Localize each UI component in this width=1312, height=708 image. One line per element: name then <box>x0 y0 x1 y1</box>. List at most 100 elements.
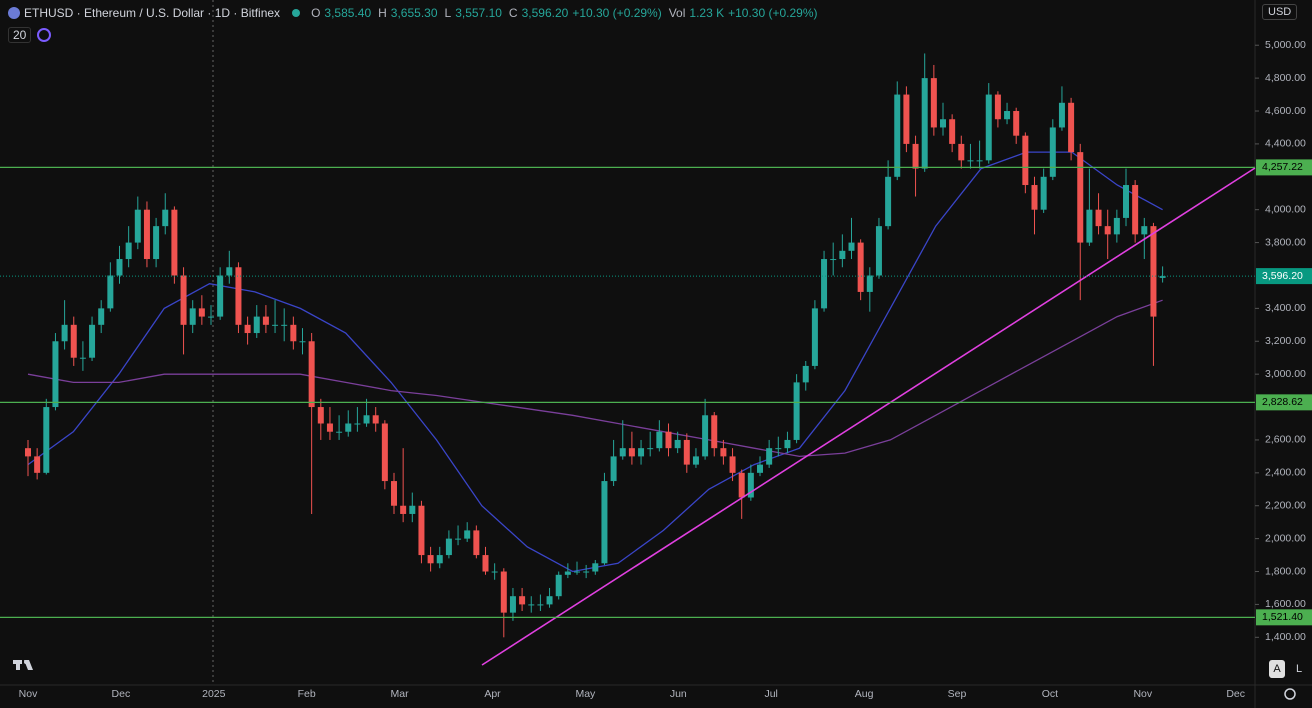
candle-body <box>345 423 352 432</box>
candle-body <box>958 143 965 161</box>
candle-body <box>720 448 727 457</box>
candle-body <box>61 324 68 342</box>
log-button[interactable]: L <box>1296 663 1302 675</box>
candle-body <box>674 439 681 449</box>
y-tick-label: 1,800.00 <box>1265 565 1306 577</box>
candle-body <box>702 415 709 457</box>
y-tick-label: 4,400.00 <box>1265 138 1306 150</box>
candle-body <box>647 448 654 450</box>
candle-body <box>903 94 910 144</box>
candle-body <box>1159 276 1166 278</box>
candle-body <box>757 464 763 473</box>
candle-body <box>628 448 635 457</box>
x-tick-label: Dec <box>112 688 131 700</box>
candle-body <box>153 226 160 260</box>
candle-body <box>784 439 791 449</box>
moving-average <box>27 299 1163 458</box>
open-value: 3,585.40 <box>324 6 372 20</box>
y-tick-label: 1,600.00 <box>1265 598 1306 610</box>
candle-body <box>25 448 31 457</box>
y-tick-label: 2,000.00 <box>1265 532 1306 544</box>
candle-body <box>921 78 928 169</box>
x-tick-label: Aug <box>855 688 874 700</box>
x-tick-label: Nov <box>1133 688 1152 700</box>
candle-body <box>208 316 214 318</box>
y-tick-label: 5,000.00 <box>1265 39 1306 51</box>
candle-body <box>1068 102 1075 153</box>
candle-body <box>262 316 269 325</box>
level-label: 1,521.40 <box>1262 611 1303 623</box>
candle-body <box>967 160 974 162</box>
candle-body <box>866 275 873 292</box>
candle-body <box>217 275 224 317</box>
candle-body <box>610 456 617 482</box>
candle-body <box>875 226 882 276</box>
low-value: 3,557.10 <box>455 6 502 20</box>
tv-logo <box>13 660 33 670</box>
candle-body <box>574 571 580 573</box>
candle-body <box>519 596 526 605</box>
candle-body <box>400 505 407 514</box>
x-tick-label: Dec <box>1226 688 1245 700</box>
y-tick-label: 3,000.00 <box>1265 368 1306 380</box>
candle-body <box>473 530 480 556</box>
y-tick-label: 3,200.00 <box>1265 335 1306 347</box>
candle-body <box>134 209 141 243</box>
y-tick-label: 4,000.00 <box>1265 203 1306 215</box>
level-label: 4,257.22 <box>1262 161 1303 173</box>
candle-body <box>821 259 828 309</box>
indicator-count[interactable]: 20 <box>8 27 32 43</box>
candle-body <box>656 431 663 449</box>
open-label: O <box>311 6 321 20</box>
candle-body <box>235 267 242 325</box>
candle-body <box>1013 111 1020 136</box>
candle-body <box>98 308 105 325</box>
candle-body <box>738 472 745 498</box>
x-tick-label: Nov <box>19 688 38 700</box>
candle-body <box>363 415 370 424</box>
y-tick-label: 2,400.00 <box>1265 467 1306 479</box>
candle-body <box>619 448 626 457</box>
candle-body <box>747 472 754 498</box>
x-tick-label: 2025 <box>202 688 226 700</box>
candle-body <box>930 78 937 128</box>
candle-body <box>1058 102 1065 128</box>
candle-body <box>1022 135 1029 186</box>
last-price-label: 3,596.20 <box>1262 270 1303 282</box>
candle-body <box>308 341 315 408</box>
candle-body <box>418 505 425 556</box>
candle-body <box>1040 176 1047 210</box>
candle-body <box>638 448 645 457</box>
candle-body <box>811 308 818 366</box>
candle-body <box>1141 226 1148 235</box>
y-tick-label: 2,200.00 <box>1265 500 1306 512</box>
settings-icon[interactable] <box>1284 688 1296 700</box>
candle-body <box>272 324 279 326</box>
level-label: 2,828.62 <box>1262 396 1303 408</box>
candle-body <box>52 341 59 408</box>
candle-body <box>171 209 178 276</box>
candle-body <box>711 415 718 449</box>
candle-body <box>482 555 489 572</box>
candle-body <box>830 259 837 261</box>
auto-button[interactable]: A <box>1273 663 1281 675</box>
candle-body <box>848 242 855 251</box>
x-tick-label: Mar <box>391 688 410 700</box>
candle-body <box>1077 152 1084 243</box>
indicator-icon[interactable] <box>37 28 52 42</box>
currency-button[interactable]: USD <box>1262 4 1298 20</box>
candle-body <box>198 308 205 317</box>
candle-body <box>555 574 562 597</box>
candle-body <box>180 275 187 325</box>
close-value: 3,596.20 <box>521 6 569 20</box>
candle-body <box>985 94 992 161</box>
header: ETHUSD · Ethereum / U.S. Dollar · 1D · B… <box>8 5 818 21</box>
candle-body <box>994 94 1001 120</box>
y-tick-label: 1,400.00 <box>1265 631 1306 643</box>
candle-body <box>500 571 507 613</box>
x-tick-label: Oct <box>1042 688 1058 700</box>
candle-body <box>1086 209 1093 243</box>
candle-body <box>89 324 96 358</box>
